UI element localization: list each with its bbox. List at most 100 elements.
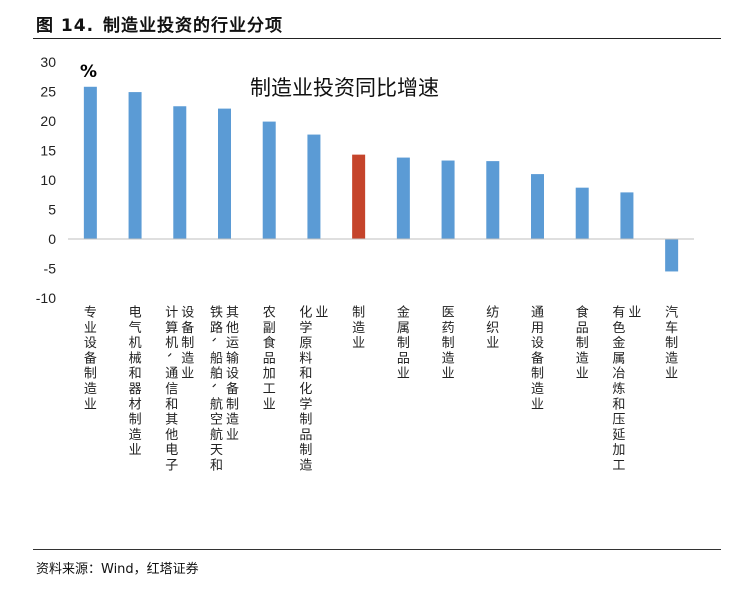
x-tick-char: 色 bbox=[612, 320, 625, 336]
x-tick-char: 备 bbox=[226, 381, 239, 397]
x-tick-char: 算 bbox=[165, 321, 178, 336]
x-tick-char: 输 bbox=[226, 350, 239, 366]
x-tick-char: 医 bbox=[442, 306, 455, 321]
x-tick-char: 加 bbox=[263, 367, 276, 382]
x-tick-char: 延 bbox=[612, 428, 625, 443]
bar bbox=[575, 187, 589, 239]
x-tick-char: 船 bbox=[210, 351, 223, 366]
figure-title: 图 14. 制造业投资的行业分项 bbox=[36, 11, 283, 36]
x-tick-char: 加 bbox=[612, 443, 625, 458]
x-tick-label: 制造业 bbox=[352, 306, 365, 352]
x-tick-char: 业 bbox=[628, 306, 641, 321]
bar bbox=[486, 161, 500, 239]
x-tick-char: 造 bbox=[352, 321, 365, 336]
bar bbox=[396, 157, 410, 239]
x-tick-char: 属 bbox=[612, 351, 625, 366]
x-tick-char: 设 bbox=[226, 367, 239, 382]
x-tick-char: 专 bbox=[84, 306, 97, 321]
x-tick-char: 业 bbox=[442, 367, 455, 382]
x-tick-char: 其 bbox=[165, 413, 178, 428]
x-tick-char: 电 bbox=[129, 306, 142, 321]
figure-label: 图 bbox=[36, 16, 54, 36]
y-axis-ticks: -10 -5 0 5 10 15 20 25 30 bbox=[36, 54, 56, 306]
y-tick-label: 0 bbox=[48, 231, 56, 247]
x-tick-char: 制 bbox=[129, 413, 142, 428]
bar-series bbox=[83, 86, 679, 272]
x-tick-char: 品 bbox=[397, 351, 410, 366]
x-tick-char: 制 bbox=[576, 336, 589, 351]
x-tick-char: 械 bbox=[129, 351, 142, 366]
x-tick-char: 品 bbox=[576, 321, 589, 336]
x-tick-char: 业 bbox=[576, 367, 589, 382]
x-tick-char: 通 bbox=[531, 306, 544, 321]
y-tick-label: 15 bbox=[40, 143, 56, 159]
x-tick-char: 品 bbox=[263, 351, 276, 366]
x-tick-char: 设 bbox=[84, 336, 97, 351]
x-tick-char: 造 bbox=[576, 351, 589, 366]
x-tick-char: 有 bbox=[612, 306, 625, 321]
x-tick-char: 工 bbox=[612, 459, 625, 474]
x-tick-char: 设 bbox=[181, 306, 194, 321]
x-tick-char: 造 bbox=[129, 428, 142, 443]
bar bbox=[173, 106, 187, 239]
x-tick-char: 汽 bbox=[665, 306, 678, 321]
bar bbox=[262, 121, 276, 239]
chart-title: 制造业投资同比增速 bbox=[250, 76, 439, 100]
x-tick-char: 造 bbox=[181, 351, 194, 366]
x-tick-char: 制 bbox=[531, 367, 544, 382]
x-tick-char: 航 bbox=[210, 427, 223, 443]
x-tick-char: 运 bbox=[226, 336, 239, 351]
x-tick-char: 制 bbox=[352, 306, 365, 321]
figure-title-text: 制造业投资的行业分项 bbox=[102, 16, 283, 36]
x-tick-char: 业 bbox=[352, 336, 365, 351]
x-tick-char: 冶 bbox=[612, 367, 625, 382]
x-tick-char: 机 bbox=[129, 336, 142, 351]
x-tick-char: 备 bbox=[181, 320, 194, 336]
x-tick-char: 业 bbox=[665, 367, 678, 382]
figure-number: 14. bbox=[60, 16, 95, 36]
x-tick-char: 、 bbox=[209, 337, 224, 350]
x-tick-char: 造 bbox=[299, 459, 312, 474]
x-tick-char: 原 bbox=[299, 336, 312, 351]
bar bbox=[83, 86, 97, 239]
x-tick-char: 、 bbox=[164, 352, 179, 365]
x-tick-char: 造 bbox=[665, 351, 678, 366]
top-rule bbox=[33, 38, 721, 39]
x-tick-char: 子 bbox=[165, 459, 178, 474]
x-tick-char: 化 bbox=[299, 306, 312, 321]
x-tick-char: 通 bbox=[165, 367, 178, 382]
x-tick-char: 炼 bbox=[612, 382, 625, 397]
x-tick-char: 他 bbox=[226, 321, 239, 336]
x-tick-char: 车 bbox=[665, 320, 678, 336]
x-tick-char: 业 bbox=[84, 321, 97, 336]
x-tick-char: 计 bbox=[165, 306, 178, 321]
x-tick-char: 用 bbox=[531, 321, 544, 336]
y-tick-label: 25 bbox=[40, 84, 56, 100]
bar bbox=[307, 134, 321, 239]
bar bbox=[441, 160, 455, 239]
x-tick-char: 铁 bbox=[210, 306, 223, 321]
x-tick-char: 料 bbox=[299, 351, 312, 366]
x-tick-char: 纺 bbox=[486, 306, 499, 321]
y-tick-label: 20 bbox=[40, 113, 56, 129]
x-tick-char: 空 bbox=[210, 413, 223, 428]
y-axis-unit: % bbox=[80, 62, 98, 82]
x-tick-char: 造 bbox=[84, 382, 97, 397]
bar bbox=[665, 239, 679, 272]
source-note: 资料来源：Wind，红塔证券 bbox=[36, 562, 199, 577]
x-tick-char: 业 bbox=[129, 443, 142, 458]
x-tick-char: 副 bbox=[263, 321, 276, 336]
x-tick-char: 业 bbox=[181, 367, 194, 382]
x-tick-char: 和 bbox=[165, 397, 178, 412]
x-tick-label: 纺织业 bbox=[486, 306, 499, 352]
x-tick-char: 舶 bbox=[210, 366, 223, 382]
x-tick-char: 器 bbox=[129, 382, 142, 397]
